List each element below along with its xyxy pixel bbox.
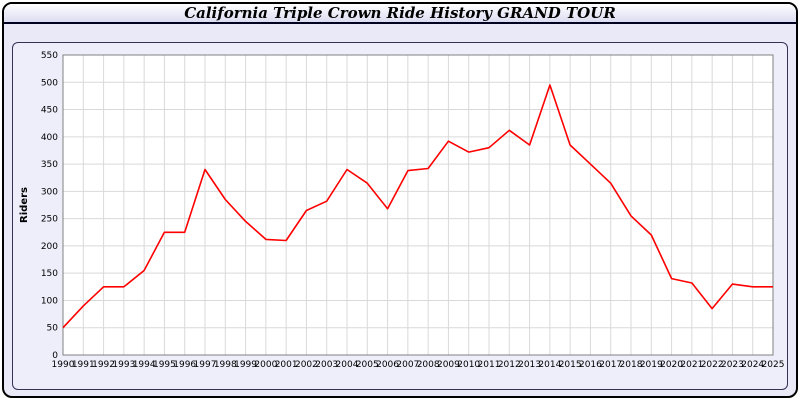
x-tick-label: 1995 — [153, 360, 176, 370]
x-tick-label: 2002 — [295, 360, 318, 370]
x-tick-label: 2016 — [579, 360, 602, 370]
x-tick-label: 2008 — [417, 360, 440, 370]
y-axis-label: Riders — [19, 187, 30, 223]
x-tick-label: 2018 — [620, 360, 643, 370]
x-tick-label: 2001 — [275, 360, 298, 370]
y-tick-label: 250 — [41, 215, 58, 225]
riders-series-line — [62, 84, 773, 329]
x-tick-label: 2012 — [498, 360, 521, 370]
y-tick-label: 200 — [41, 242, 58, 252]
y-tick-label: 300 — [41, 187, 58, 197]
x-tick-label: 2015 — [559, 360, 582, 370]
x-tick-label: 2006 — [376, 360, 399, 370]
x-tick-label: 1992 — [92, 360, 115, 370]
x-tick-label: 1998 — [214, 360, 237, 370]
x-tick-label: 1999 — [234, 360, 257, 370]
x-tick-label: 1990 — [52, 360, 75, 370]
x-tick-label: 1996 — [173, 360, 196, 370]
chart-panel: 0 50 100 150 200 250 300 350 400 450 500 550 1990 199… — [12, 42, 788, 390]
x-tick-label: 2000 — [254, 360, 277, 370]
x-tick-label: 1993 — [112, 360, 135, 370]
x-tick-label: 2024 — [741, 360, 764, 370]
plot-border — [62, 54, 774, 356]
x-tick-label: 2023 — [721, 360, 744, 370]
x-tick-label: 2022 — [701, 360, 724, 370]
x-tick-label: 2010 — [457, 360, 480, 370]
x-tick-label: 1991 — [72, 360, 95, 370]
x-tick-label: 2021 — [680, 360, 703, 370]
x-tick-label: 2003 — [315, 360, 338, 370]
y-tick-label: 150 — [41, 269, 58, 279]
y-tick-label: 550 — [41, 51, 58, 61]
x-tick-label: 2009 — [437, 360, 460, 370]
y-tick-label: 350 — [41, 160, 58, 170]
ride-history-line-chart: 0501001502002503003504004505005501990199… — [19, 51, 785, 370]
y-tick-label: 100 — [41, 296, 58, 306]
y-tick-label: 400 — [41, 133, 58, 143]
y-tick-label: 50 — [47, 324, 59, 334]
title-bar: California Triple Crown Ride History GRA… — [4, 4, 796, 24]
x-tick-label: 2007 — [396, 360, 419, 370]
x-tick-label: 2004 — [336, 360, 359, 370]
x-tick-label: 2014 — [538, 360, 561, 370]
page-title: California Triple Crown Ride History GRA… — [184, 4, 616, 22]
x-tick-label: 2005 — [356, 360, 379, 370]
x-tick-label: 2017 — [599, 360, 622, 370]
x-tick-label: 2019 — [640, 360, 663, 370]
x-tick-label: 1997 — [194, 360, 217, 370]
y-tick-label: 500 — [41, 78, 58, 88]
x-tick-label: 2025 — [762, 360, 785, 370]
x-tick-label: 1994 — [133, 360, 156, 370]
x-tick-label: 2011 — [478, 360, 501, 370]
x-tick-label: 2020 — [660, 360, 683, 370]
y-tick-label: 450 — [41, 106, 58, 116]
y-tick-label: 0 — [52, 351, 58, 361]
x-tick-label: 2013 — [518, 360, 541, 370]
plot-area — [63, 55, 773, 355]
